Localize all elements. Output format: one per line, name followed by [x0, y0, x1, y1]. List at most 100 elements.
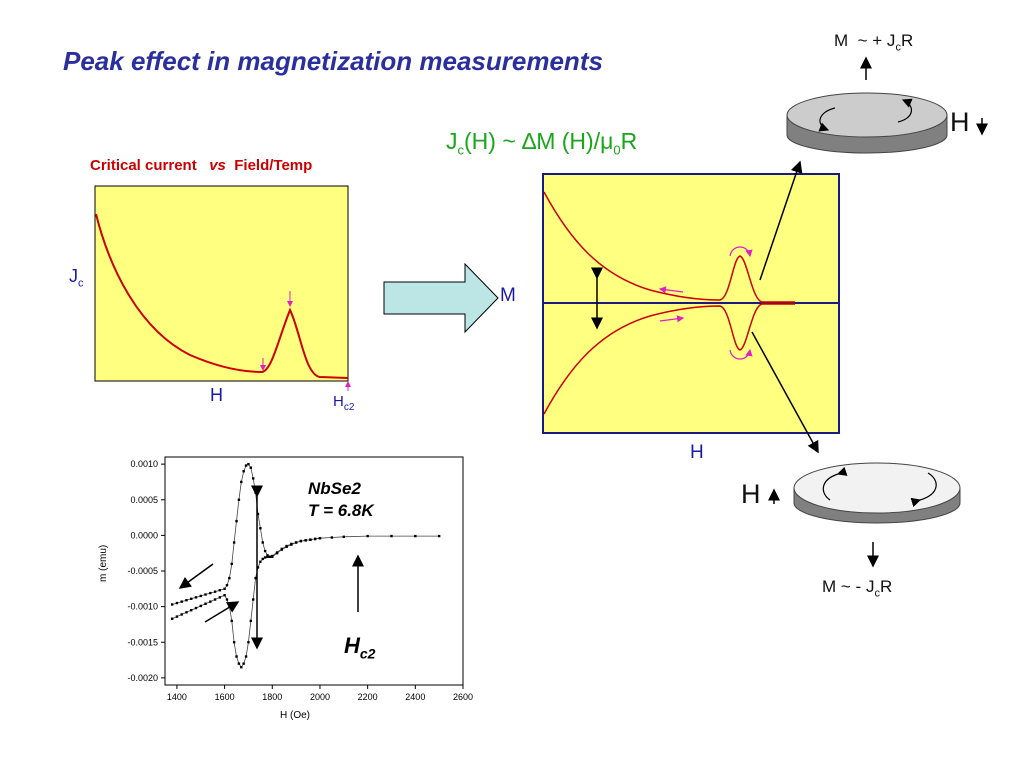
- disk-bottom-label-a: M: [822, 577, 837, 596]
- disk-bottom-label-b: ~ - J: [840, 577, 875, 596]
- series-0-point: [218, 589, 222, 592]
- chart-frame: [164, 456, 464, 686]
- series-1-point: [218, 596, 222, 599]
- left-plot-ylabel: Jc: [69, 266, 84, 290]
- y-tick-label: -0.0010: [127, 602, 158, 612]
- series-1-point: [244, 655, 248, 658]
- series-0-point: [390, 534, 393, 538]
- series-1-point: [275, 551, 279, 554]
- series-1-point: [252, 598, 255, 601]
- series-0-point: [235, 519, 238, 523]
- top-disk-circulation-left: [818, 107, 836, 132]
- x-tick-label: 1800: [262, 692, 282, 702]
- series-0-point: [330, 536, 334, 539]
- series-1-point: [242, 662, 245, 665]
- formula-a-sub: c: [457, 142, 465, 158]
- heading-part1: Critical current: [90, 157, 197, 174]
- series-1-point: [318, 537, 322, 540]
- hc2-main: H: [333, 393, 344, 410]
- series-0-point: [252, 477, 255, 480]
- hc2-annotation: Hc2: [344, 633, 375, 661]
- series-1-point: [170, 617, 174, 620]
- series-0-point: [342, 535, 345, 538]
- formula-b-sub: 0: [613, 142, 621, 158]
- series-1-point: [240, 665, 243, 669]
- x-tick-label: 1400: [167, 692, 187, 702]
- series-0-point: [244, 464, 248, 467]
- series-1-point: [261, 557, 264, 561]
- right-plot-ylabel: M: [500, 285, 516, 306]
- disk-top-label-b: ~ + J: [857, 31, 896, 50]
- series-0-point: [259, 527, 262, 530]
- bottom-disk: [793, 462, 961, 524]
- series-0-point: [254, 491, 257, 494]
- upper-m-curve: [543, 191, 795, 303]
- series-0-point: [230, 562, 233, 566]
- disk-top-label-a: M: [834, 31, 849, 50]
- series-1-point: [185, 611, 188, 614]
- series-1-point: [271, 554, 274, 558]
- series-0-point: [240, 480, 243, 484]
- series-1-point: [280, 547, 284, 551]
- series-0-point: [437, 534, 441, 538]
- top-disk: [786, 92, 948, 154]
- x-tick-label: 1600: [215, 692, 235, 702]
- series-1-point: [180, 613, 183, 616]
- series-1-point: [263, 556, 267, 559]
- heading-part2: Field/Temp: [234, 157, 313, 174]
- series-1-point: [223, 594, 226, 597]
- series-1-point: [309, 538, 312, 541]
- slide-title: Peak effect in magnetization measurement…: [63, 46, 603, 76]
- x-tick-label: 2200: [358, 692, 378, 702]
- series-1-point: [304, 539, 307, 542]
- series-0-point: [366, 534, 369, 538]
- series-0-point: [225, 584, 229, 587]
- x-tick-label: 2000: [310, 692, 330, 702]
- series-0-point: [180, 600, 183, 603]
- series-1-point: [249, 619, 253, 623]
- jc-curve: [95, 213, 349, 379]
- series-0-point: [185, 599, 188, 602]
- x-tick-label: 2600: [453, 692, 473, 702]
- series-1-point: [194, 606, 198, 610]
- series-0-point: [190, 597, 193, 600]
- disk-top-label: M ~ + JcR: [834, 31, 913, 53]
- chart-left-arrow-upper: [178, 563, 214, 589]
- series-0-point: [199, 594, 202, 598]
- top-disk-circulation-right: [897, 98, 913, 123]
- y-tick-label: -0.0015: [127, 637, 158, 647]
- right-plot-xlabel: H: [690, 442, 704, 463]
- pointer-to-bottom-disk: [751, 331, 819, 454]
- series-1-point: [232, 641, 236, 644]
- series-0-line: [172, 463, 440, 605]
- left-plot-area: [94, 185, 349, 382]
- pointer-to-top-disk: [759, 160, 803, 281]
- disk-bottom-label-c: R: [879, 577, 893, 596]
- disk-bottom-field-label: H: [741, 479, 761, 509]
- hc2-sub: c2: [343, 402, 355, 413]
- series-0-point: [249, 466, 253, 469]
- heading-vs: vs: [209, 157, 226, 174]
- series-1-point: [204, 602, 207, 605]
- chart-xlabel: H (Oe): [280, 710, 310, 721]
- series-1-point: [294, 541, 298, 544]
- temperature-annotation: T = 6.8K: [308, 501, 374, 520]
- series-1-point: [247, 641, 250, 644]
- series-0-point: [242, 470, 245, 473]
- y-tick-label: 0.0000: [130, 530, 158, 540]
- ylabel-main: J: [69, 266, 78, 286]
- series-0-point: [209, 591, 212, 595]
- series-0-point: [175, 601, 179, 605]
- bottom-disk-circulation-right: [910, 472, 937, 508]
- formula-a: J: [446, 128, 458, 154]
- chart-left-arrow-lower: [204, 601, 240, 623]
- series-1-point: [266, 555, 269, 558]
- ylabel-sub: c: [78, 277, 84, 290]
- disk-bottom-label-sub: c: [874, 587, 880, 600]
- series-0-point: [228, 576, 231, 580]
- series-1-point: [175, 615, 179, 618]
- series-1-point: [230, 619, 233, 623]
- y-tick-label: 0.0010: [130, 459, 158, 469]
- disk-top-label-c: R: [900, 31, 914, 50]
